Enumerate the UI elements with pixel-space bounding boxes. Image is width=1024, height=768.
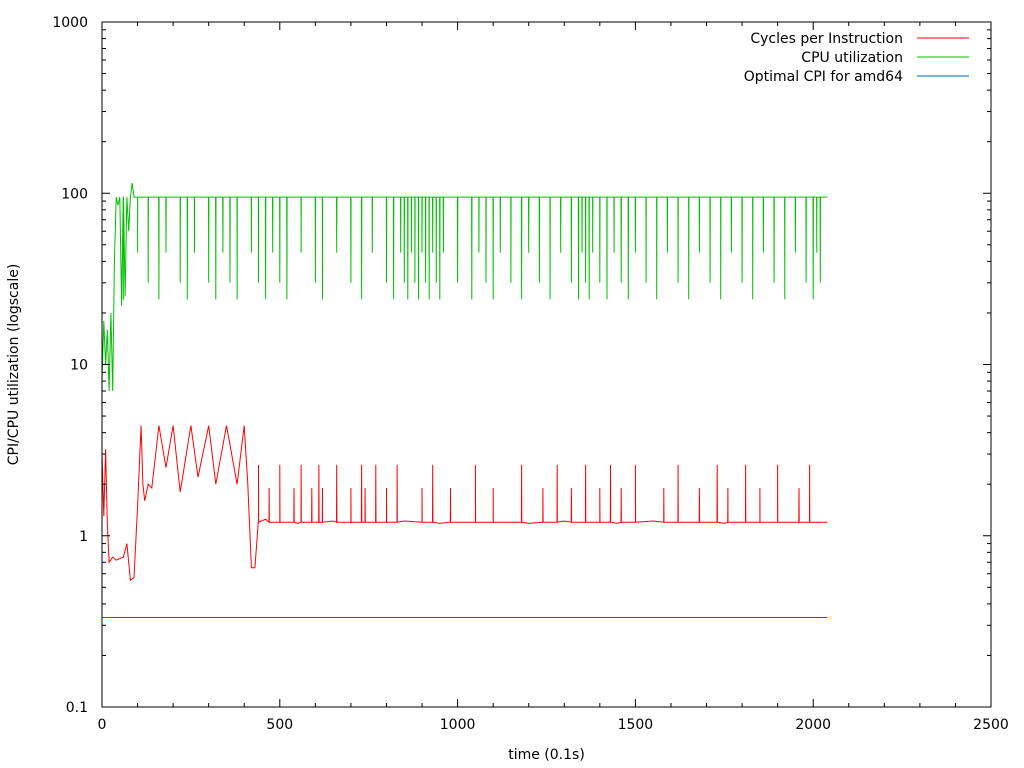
legend-label-cpu: CPU utilization bbox=[801, 50, 903, 66]
legend-label-cpi: Cycles per Instruction bbox=[750, 31, 903, 47]
x-tick-label: 500 bbox=[266, 717, 293, 733]
series-line-cpu bbox=[101, 182, 828, 392]
y-tick-label: 100 bbox=[61, 186, 88, 202]
x-axis-title: time (0.1s) bbox=[508, 747, 585, 763]
x-tick-label: 1000 bbox=[440, 717, 476, 733]
y-tick-label: 1 bbox=[79, 529, 88, 545]
legend-label-optimal: Optimal CPI for amd64 bbox=[744, 69, 903, 85]
y-tick-label: 1000 bbox=[52, 15, 88, 31]
x-tick-label: 2000 bbox=[795, 717, 831, 733]
y-axis-title: CPI/CPU utilization (logscale) bbox=[6, 264, 22, 466]
series-group bbox=[101, 182, 828, 618]
legend: Cycles per Instruction CPU utilization Opt… bbox=[744, 31, 969, 85]
y-tick-label: 0.1 bbox=[66, 700, 88, 716]
plot-frame bbox=[101, 21, 992, 708]
y-tick-label: 10 bbox=[70, 358, 88, 374]
series-line-cpi bbox=[101, 425, 828, 582]
x-tick-label: 0 bbox=[98, 717, 107, 733]
x-tick-label: 2500 bbox=[973, 717, 1009, 733]
tick-group: 0 500 1000 1500 2000 2500 0.1 1 10 100 1000 bbox=[52, 15, 1008, 733]
x-tick-label: 1500 bbox=[618, 717, 654, 733]
